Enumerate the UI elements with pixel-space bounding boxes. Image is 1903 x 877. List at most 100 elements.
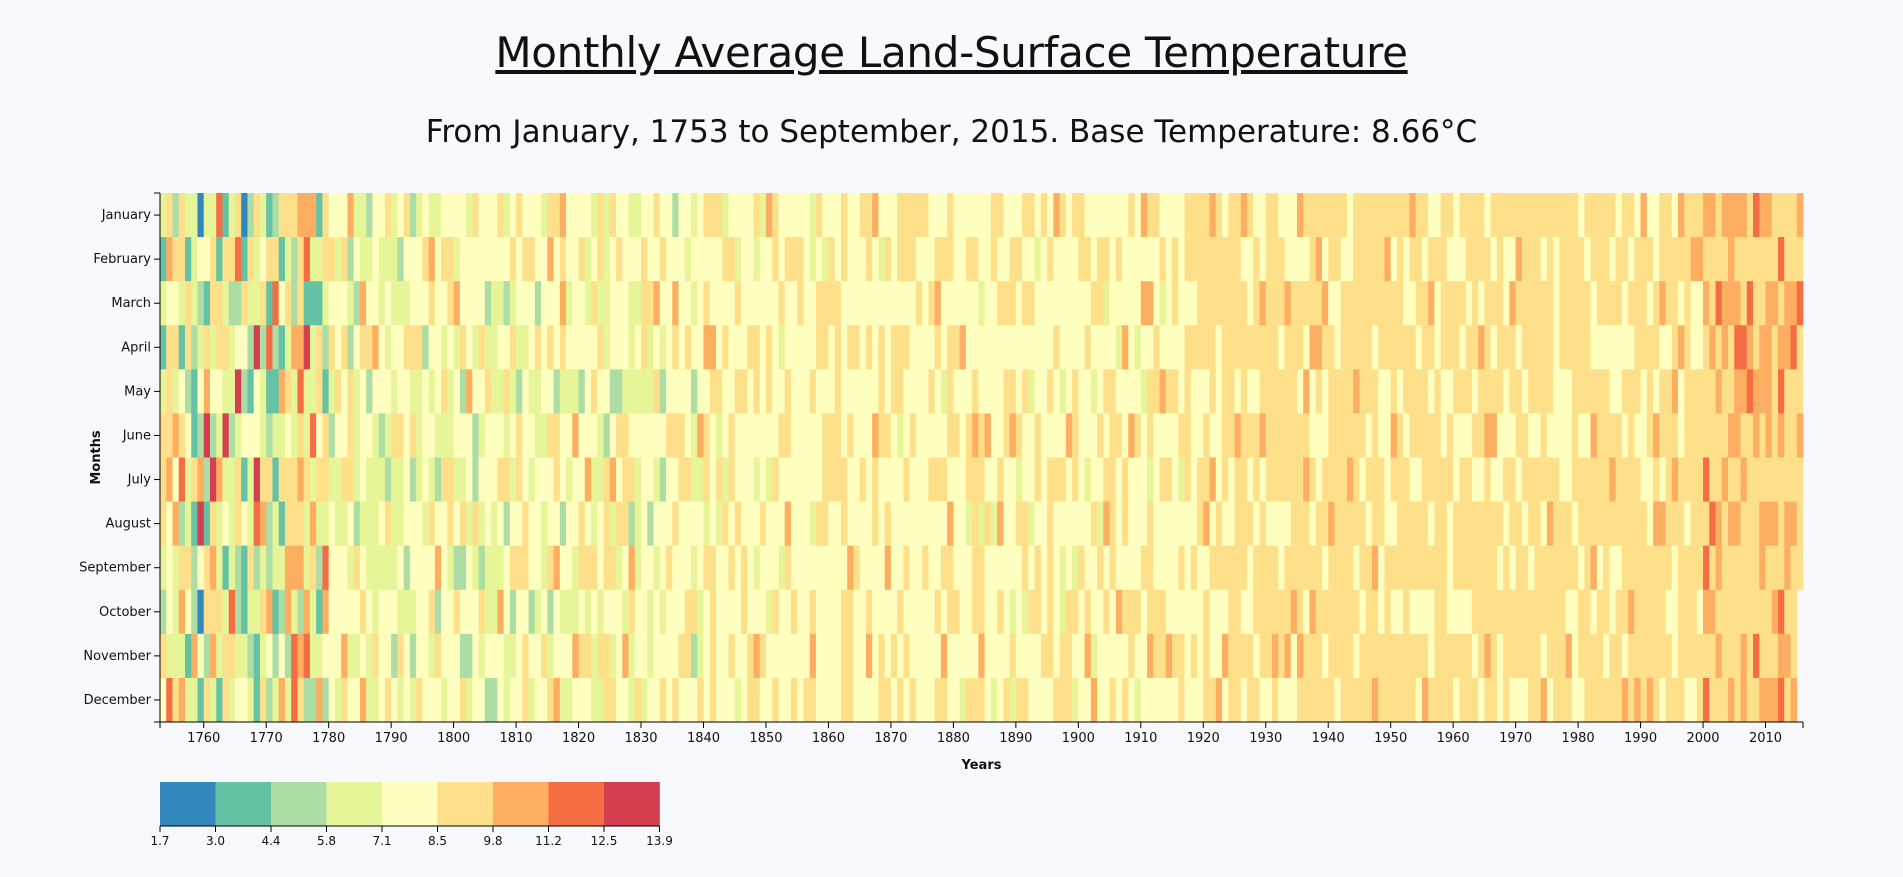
heatmap-cell[interactable] [1109, 325, 1117, 370]
heatmap-cell[interactable] [266, 545, 273, 591]
heatmap-cell[interactable] [1590, 677, 1598, 723]
heatmap-cell[interactable] [1197, 545, 1204, 591]
heatmap-cell[interactable] [1671, 237, 1679, 282]
heatmap-cell[interactable] [1790, 677, 1798, 723]
heatmap-cell[interactable] [1465, 281, 1473, 326]
heatmap-cell[interactable] [278, 237, 286, 282]
heatmap-cell[interactable] [191, 545, 198, 591]
heatmap-cell[interactable] [1696, 633, 1704, 679]
heatmap-cell[interactable] [1703, 633, 1710, 679]
heatmap-cell[interactable] [1384, 589, 1391, 635]
heatmap-cell[interactable] [1403, 677, 1410, 723]
heatmap-cell[interactable] [1009, 633, 1017, 679]
heatmap-cell[interactable] [316, 633, 323, 679]
heatmap-cell[interactable] [1409, 677, 1416, 723]
heatmap-cell[interactable] [597, 633, 604, 679]
heatmap-cell[interactable] [1734, 457, 1741, 502]
heatmap-cell[interactable] [1634, 193, 1641, 238]
heatmap-cell[interactable] [1059, 325, 1067, 370]
heatmap-cell[interactable] [1653, 193, 1660, 238]
heatmap-cell[interactable] [628, 281, 636, 326]
heatmap-cell[interactable] [1078, 501, 1085, 546]
heatmap-cell[interactable] [1671, 325, 1679, 370]
heatmap-cell[interactable] [222, 281, 230, 326]
heatmap-cell[interactable] [1478, 413, 1485, 458]
heatmap-cell[interactable] [1203, 193, 1210, 238]
heatmap-cell[interactable] [1165, 325, 1173, 370]
heatmap-cell[interactable] [878, 589, 885, 635]
heatmap-cell[interactable] [1515, 237, 1523, 282]
heatmap-cell[interactable] [815, 413, 823, 458]
heatmap-cell[interactable] [997, 457, 1004, 502]
heatmap-cell[interactable] [378, 589, 386, 635]
heatmap-cell[interactable] [472, 457, 479, 502]
heatmap-cell[interactable] [334, 457, 342, 502]
heatmap-cell[interactable] [840, 633, 848, 679]
heatmap-cell[interactable] [1346, 325, 1354, 370]
heatmap-cell[interactable] [697, 369, 704, 414]
heatmap-cell[interactable] [722, 589, 729, 635]
heatmap-cell[interactable] [178, 677, 186, 723]
heatmap-cell[interactable] [678, 413, 686, 458]
heatmap-cell[interactable] [1459, 193, 1466, 238]
heatmap-cell[interactable] [784, 545, 792, 591]
heatmap-cell[interactable] [378, 237, 386, 282]
heatmap-cell[interactable] [903, 193, 910, 238]
heatmap-cell[interactable] [1247, 545, 1254, 591]
heatmap-cell[interactable] [834, 501, 842, 546]
heatmap-cell[interactable] [197, 325, 205, 370]
heatmap-cell[interactable] [266, 677, 273, 723]
heatmap-cell[interactable] [1628, 369, 1635, 414]
heatmap-cell[interactable] [297, 413, 304, 458]
heatmap-cell[interactable] [1122, 281, 1129, 326]
heatmap-cell[interactable] [909, 677, 917, 723]
heatmap-cell[interactable] [1634, 633, 1641, 679]
heatmap-cell[interactable] [1671, 545, 1679, 591]
heatmap-cell[interactable] [1040, 457, 1048, 502]
heatmap-cell[interactable] [272, 501, 279, 546]
heatmap-cell[interactable] [1065, 325, 1073, 370]
heatmap-cell[interactable] [1521, 545, 1529, 591]
heatmap-cell[interactable] [1278, 325, 1285, 370]
heatmap-cell[interactable] [509, 237, 517, 282]
heatmap-cell[interactable] [1721, 193, 1729, 238]
heatmap-cell[interactable] [191, 677, 198, 723]
heatmap-cell[interactable] [884, 413, 892, 458]
heatmap-cell[interactable] [1640, 281, 1648, 326]
heatmap-cell[interactable] [1484, 457, 1491, 502]
heatmap-cell[interactable] [878, 545, 885, 591]
heatmap-cell[interactable] [1609, 413, 1616, 458]
heatmap-cell[interactable] [834, 633, 842, 679]
heatmap-cell[interactable] [1109, 369, 1117, 414]
heatmap-cell[interactable] [291, 237, 298, 282]
heatmap-cell[interactable] [453, 237, 461, 282]
heatmap-cell[interactable] [447, 677, 454, 723]
heatmap-cell[interactable] [740, 501, 748, 546]
heatmap-cell[interactable] [990, 589, 998, 635]
heatmap-cell[interactable] [409, 193, 417, 238]
heatmap-cell[interactable] [915, 501, 923, 546]
heatmap-cell[interactable] [759, 413, 767, 458]
heatmap-cell[interactable] [1228, 633, 1235, 679]
heatmap-cell[interactable] [1534, 677, 1541, 723]
heatmap-cell[interactable] [647, 413, 654, 458]
heatmap-cell[interactable] [584, 501, 592, 546]
heatmap-cell[interactable] [566, 501, 573, 546]
heatmap-cell[interactable] [484, 677, 492, 723]
heatmap-cell[interactable] [903, 501, 910, 546]
heatmap-cell[interactable] [1390, 677, 1398, 723]
heatmap-cell[interactable] [197, 501, 205, 546]
heatmap-cell[interactable] [1153, 237, 1160, 282]
heatmap-cell[interactable] [1140, 369, 1148, 414]
heatmap-cell[interactable] [1434, 677, 1441, 723]
heatmap-cell[interactable] [591, 677, 598, 723]
heatmap-cell[interactable] [1197, 281, 1204, 326]
heatmap-cell[interactable] [572, 281, 579, 326]
heatmap-cell[interactable] [1253, 457, 1260, 502]
heatmap-cell[interactable] [978, 457, 985, 502]
heatmap-cell[interactable] [497, 457, 504, 502]
heatmap-cell[interactable] [1140, 501, 1148, 546]
heatmap-cell[interactable] [1628, 281, 1635, 326]
heatmap-cell[interactable] [1059, 237, 1067, 282]
heatmap-cell[interactable] [1771, 369, 1779, 414]
